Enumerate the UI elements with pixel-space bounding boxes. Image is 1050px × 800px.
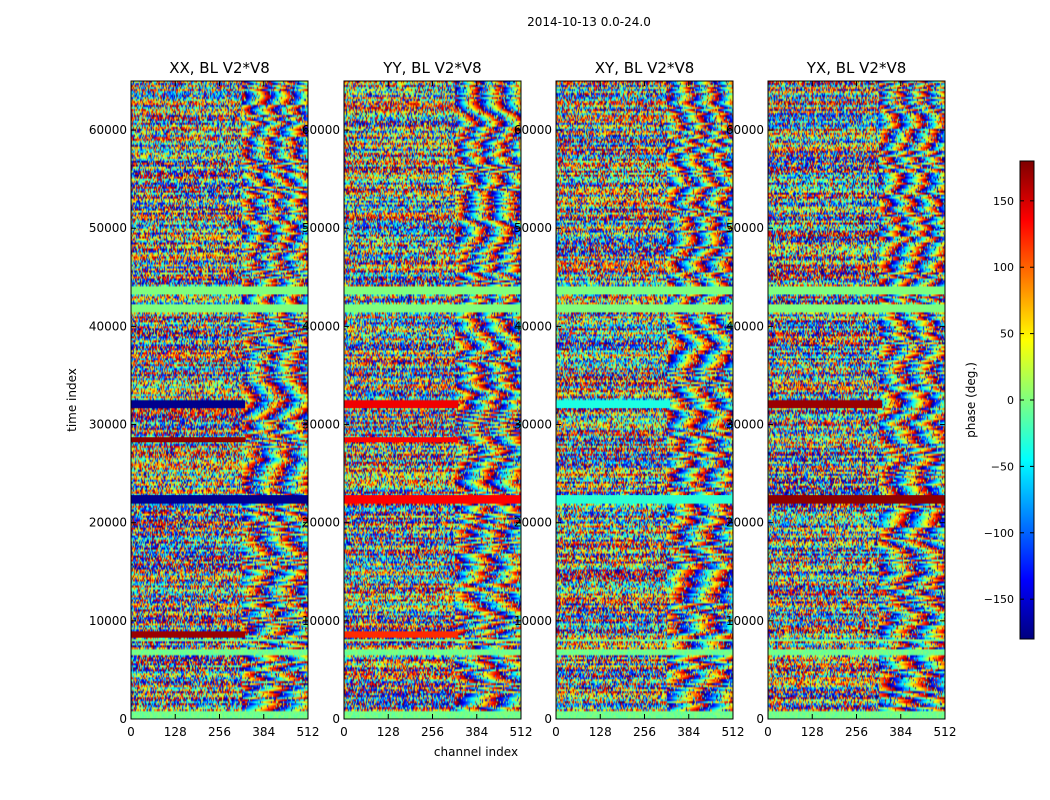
x-tick-label: 128 <box>377 725 400 739</box>
colorbar-label: phase (deg.) <box>964 362 978 438</box>
y-tick-label: 20000 <box>726 516 764 530</box>
y-tick-label: 50000 <box>89 221 127 235</box>
x-tick-label: 256 <box>421 725 444 739</box>
flat-band-1 <box>131 287 308 294</box>
y-tick-label: 10000 <box>726 614 764 628</box>
colorbar-tick-label: −50 <box>991 460 1014 473</box>
colorbar-tick-label: 150 <box>993 195 1014 208</box>
figure-suptitle: 2014-10-13 0.0-24.0 <box>527 15 651 29</box>
x-tick-label: 0 <box>127 725 135 739</box>
x-tick-label: 384 <box>677 725 700 739</box>
y-tick-label: 60000 <box>514 123 552 137</box>
panel-3: YX, BL V2*V8 0 128 256 384 512 0 10000 20000 3000… <box>726 59 957 739</box>
y-tick-label: 50000 <box>302 221 340 235</box>
colorbar: −150 −100 −50 0 50 100 150 <box>984 160 1035 640</box>
y-tick-label: 10000 <box>89 614 127 628</box>
y-tick-label: 30000 <box>726 418 764 432</box>
flat-band-5 <box>131 631 246 638</box>
x-tick-label: 512 <box>934 725 957 739</box>
x-axis-label: channel index <box>434 745 518 759</box>
y-tick-label: 30000 <box>89 418 127 432</box>
heatmap-image <box>768 81 945 719</box>
x-tick-label: 128 <box>589 725 612 739</box>
flat-band-3 <box>131 495 308 504</box>
y-tick-label: 0 <box>756 712 764 726</box>
y-tick-label: 40000 <box>514 319 552 333</box>
panel-title: YY, BL V2*V8 <box>382 59 481 77</box>
x-tick-label: 256 <box>633 725 656 739</box>
x-tick-label: 512 <box>722 725 745 739</box>
panel-2: XY, BL V2*V8 0 128 256 384 512 0 10000 20000 3000… <box>514 59 745 739</box>
panel-1: YY, BL V2*V8 0 128 256 384 512 0 10000 20000 3000… <box>302 59 533 739</box>
flat-band-2 <box>344 400 459 408</box>
panels: XX, BL V2*V8 0 128 256 384 512 0 10000 20000 3000… <box>89 59 957 739</box>
heatmap-image <box>556 81 733 719</box>
flat-band-0 <box>556 304 733 312</box>
y-tick-label: 40000 <box>726 319 764 333</box>
y-tick-label: 40000 <box>302 319 340 333</box>
x-tick-label: 0 <box>340 725 348 739</box>
x-tick-label: 128 <box>801 725 824 739</box>
y-tick-label: 60000 <box>302 123 340 137</box>
y-tick-label: 60000 <box>89 123 127 137</box>
panel-title: XY, BL V2*V8 <box>595 59 695 77</box>
y-axis-label: time index <box>65 368 79 432</box>
flat-band-3 <box>344 495 521 504</box>
y-tick-label: 0 <box>119 712 127 726</box>
panel-0: XX, BL V2*V8 0 128 256 384 512 0 10000 20000 3000… <box>89 59 320 739</box>
x-tick-label: 512 <box>297 725 320 739</box>
y-tick-label: 50000 <box>514 221 552 235</box>
y-tick-label: 0 <box>544 712 552 726</box>
flat-band-0 <box>768 304 945 312</box>
panel-title: YX, BL V2*V8 <box>806 59 907 77</box>
flat-band-5 <box>344 631 459 638</box>
y-tick-label: 60000 <box>726 123 764 137</box>
x-tick-label: 256 <box>845 725 868 739</box>
flat-band-1 <box>768 287 945 294</box>
colorbar-tick-label: −100 <box>984 527 1014 540</box>
y-tick-label: 20000 <box>89 516 127 530</box>
flat-band-2 <box>131 400 246 408</box>
x-tick-label: 384 <box>889 725 912 739</box>
y-tick-label: 10000 <box>302 614 340 628</box>
heatmap-image <box>131 81 308 719</box>
y-tick-label: 50000 <box>726 221 764 235</box>
y-tick-label: 20000 <box>302 516 340 530</box>
flat-band-1 <box>344 287 521 294</box>
y-tick-label: 20000 <box>514 516 552 530</box>
x-tick-label: 0 <box>764 725 772 739</box>
y-tick-label: 10000 <box>514 614 552 628</box>
y-tick-label: 40000 <box>89 319 127 333</box>
flat-band-3 <box>768 495 945 504</box>
x-tick-label: 0 <box>552 725 560 739</box>
panel-title: XX, BL V2*V8 <box>169 59 270 77</box>
colorbar-tick-label: 100 <box>993 261 1014 274</box>
x-tick-label: 384 <box>252 725 275 739</box>
x-tick-label: 384 <box>465 725 488 739</box>
y-tick-label: 30000 <box>514 418 552 432</box>
x-tick-label: 256 <box>208 725 231 739</box>
flat-band-3 <box>556 400 671 408</box>
flat-band-2 <box>556 495 733 504</box>
flat-band-4 <box>131 437 246 443</box>
flat-band-1 <box>556 287 733 294</box>
x-tick-label: 512 <box>510 725 533 739</box>
colorbar-tick-label: 50 <box>1000 328 1014 341</box>
heatmap-image <box>344 81 521 719</box>
flat-band-4 <box>344 437 459 443</box>
flat-band-0 <box>344 304 521 312</box>
y-tick-label: 0 <box>332 712 340 726</box>
colorbar-tick-label: 0 <box>1007 394 1014 407</box>
x-tick-label: 128 <box>164 725 187 739</box>
y-tick-label: 30000 <box>302 418 340 432</box>
flat-band-0 <box>131 304 308 312</box>
colorbar-tick-label: −150 <box>984 593 1014 606</box>
flat-band-2 <box>768 400 883 408</box>
